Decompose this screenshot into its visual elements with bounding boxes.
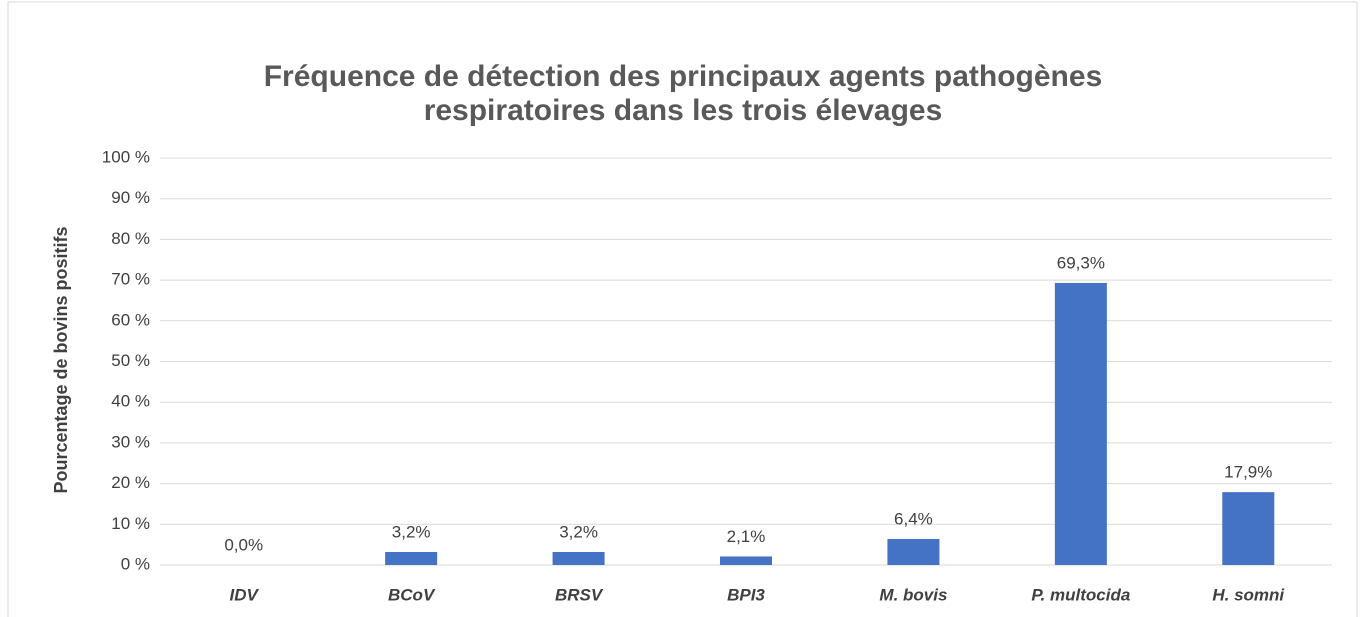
chart-title: respiratoires dans les trois élevages [424, 94, 943, 127]
chart-border [7, 1, 1358, 617]
x-tick-label: BRSV [555, 585, 604, 604]
y-tick-label: 10 % [111, 514, 150, 533]
y-tick-label: 30 % [111, 432, 150, 451]
data-label: 0,0% [224, 535, 263, 554]
bar [1222, 492, 1275, 565]
x-tick-label: BPI3 [727, 585, 765, 604]
y-tick-label: 20 % [111, 473, 150, 492]
x-tick-label: M. bovis [879, 585, 947, 604]
data-label: 69,3% [1057, 253, 1105, 272]
data-label: 3,2% [559, 522, 598, 541]
y-tick-label: 60 % [111, 310, 150, 329]
y-tick-label: 70 % [111, 270, 150, 289]
data-label: 6,4% [894, 509, 933, 528]
chart-title: Fréquence de détection des principaux ag… [264, 60, 1103, 93]
y-tick-label: 0 % [121, 554, 150, 573]
data-label: 2,1% [727, 527, 766, 546]
y-tick-label: 90 % [111, 188, 150, 207]
bar [385, 551, 438, 565]
bar [720, 556, 772, 565]
data-label: 3,2% [392, 522, 431, 541]
bar [1054, 282, 1107, 565]
x-tick-label: BCoV [388, 585, 436, 604]
data-label: 17,9% [1224, 463, 1272, 482]
x-tick-label: H. somni [1212, 585, 1285, 604]
bar [887, 538, 940, 565]
y-tick-label: 40 % [111, 392, 150, 411]
bar [552, 551, 605, 565]
y-tick-label: 100 % [102, 147, 150, 166]
x-tick-label: P. multocida [1031, 585, 1130, 604]
y-axis-label: Pourcentage de bovins positifs [51, 226, 71, 493]
y-tick-label: 80 % [111, 229, 150, 248]
x-tick-label: IDV [230, 585, 260, 604]
y-tick-label: 50 % [111, 351, 150, 370]
